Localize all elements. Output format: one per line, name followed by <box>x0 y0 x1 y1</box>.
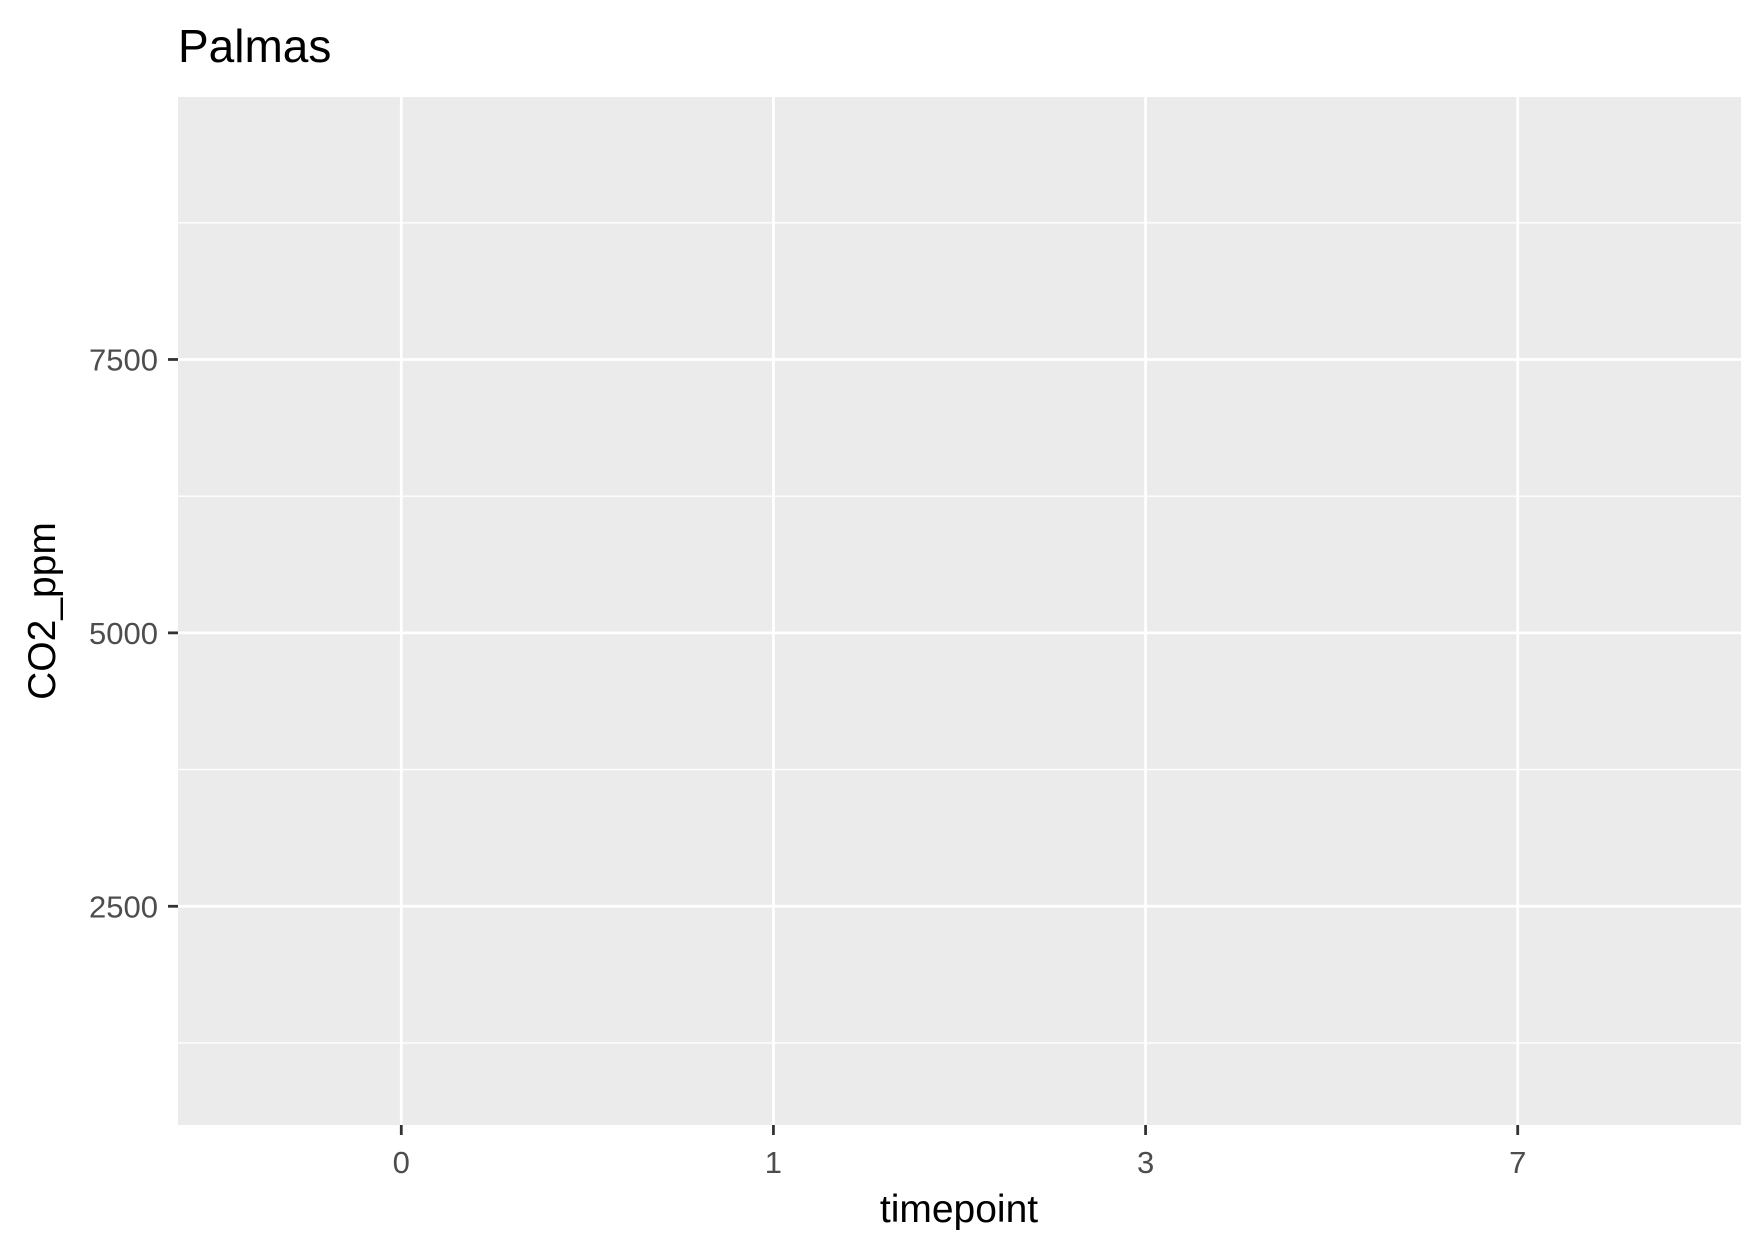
x-tick-label: 0 <box>393 1145 410 1180</box>
major-gridlines <box>178 97 1741 1125</box>
minor-gridlines <box>178 222 1741 1044</box>
y-tick-label: 7500 <box>89 342 158 377</box>
x-axis-ticks: 0 1 3 7 <box>393 1125 1526 1180</box>
chart-title: Palmas <box>178 20 331 72</box>
plot-panel <box>178 97 1741 1125</box>
x-tick-label: 7 <box>1509 1145 1526 1180</box>
x-tick-label: 1 <box>765 1145 782 1180</box>
y-axis-ticks: 2500 5000 7500 <box>89 342 178 924</box>
y-tick-label: 5000 <box>89 616 158 651</box>
x-tick-label: 3 <box>1137 1145 1154 1180</box>
x-axis-title: timepoint <box>880 1188 1038 1231</box>
y-axis-title: CO2_ppm <box>21 522 64 700</box>
y-tick-label: 2500 <box>89 889 158 924</box>
